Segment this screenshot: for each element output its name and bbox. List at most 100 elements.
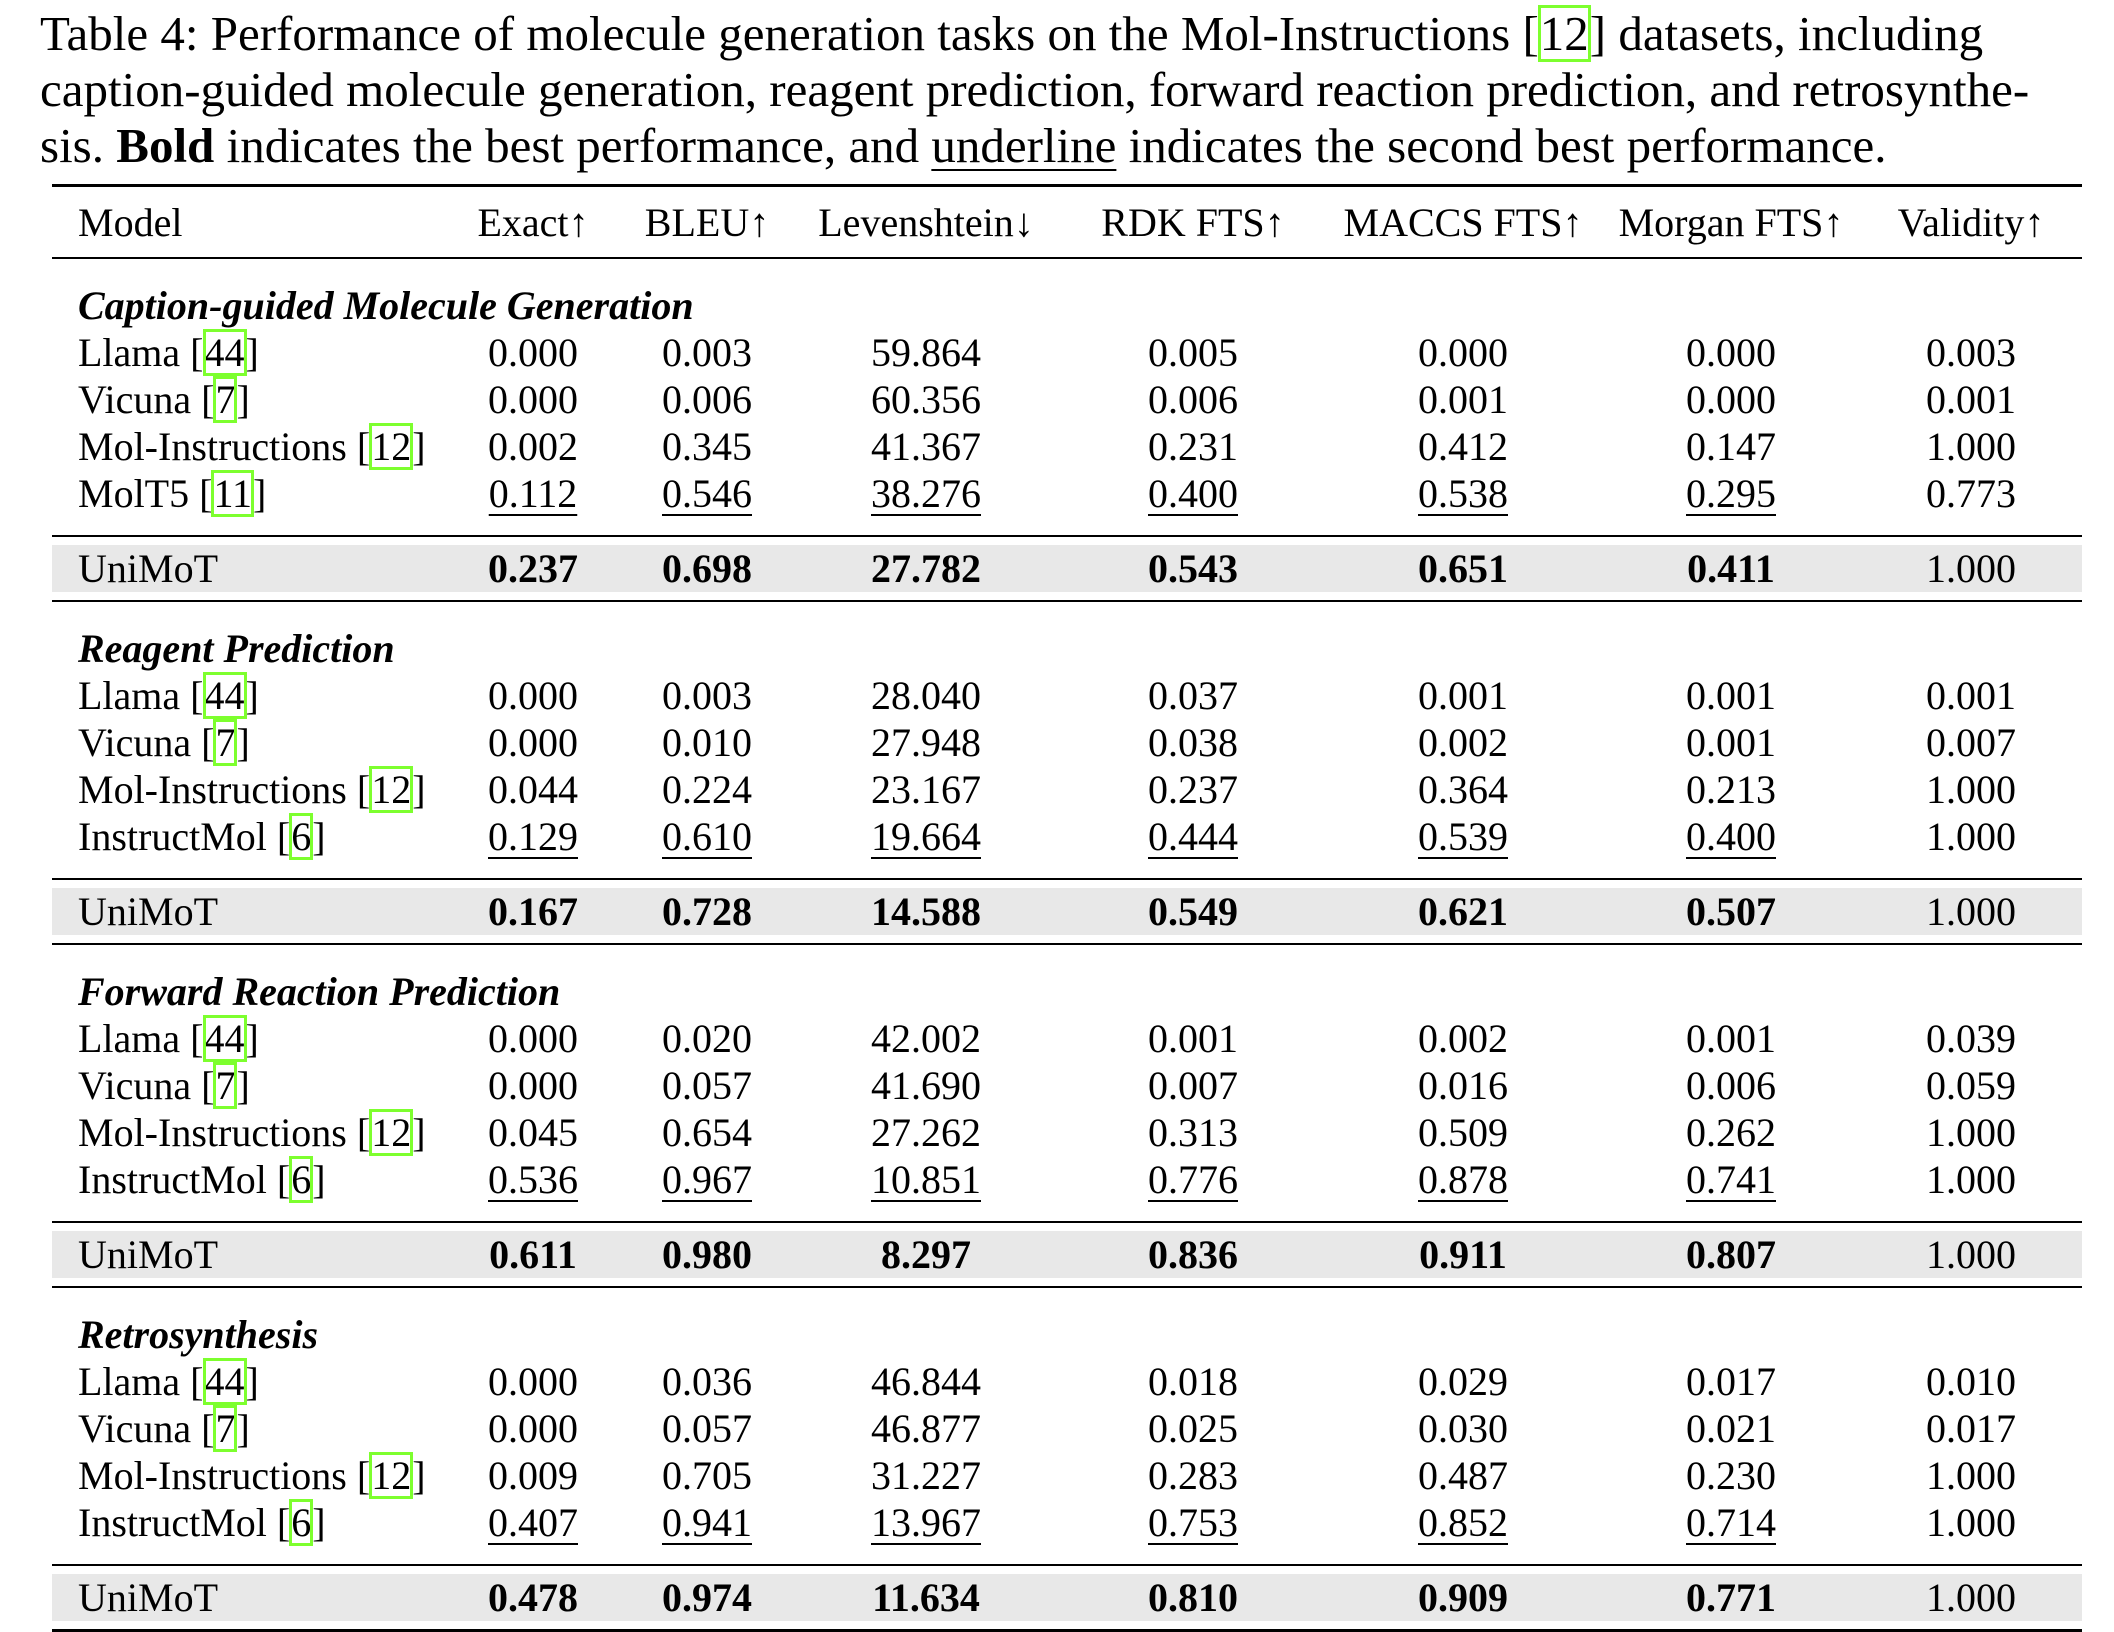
model-name: Llama bbox=[78, 330, 180, 375]
value-text: 0.147 bbox=[1686, 424, 1776, 469]
value-cell: 1.000 bbox=[1860, 888, 2082, 935]
value-text: 0.536 bbox=[488, 1157, 578, 1202]
value-cell: 0.001 bbox=[1062, 1015, 1324, 1062]
citation-link[interactable]: 44 bbox=[204, 1359, 246, 1404]
value-cell: 0.006 bbox=[624, 376, 790, 423]
header-row: Model Exact↑ BLEU↑ Levenshtein↓ RDK FTS↑… bbox=[52, 186, 2082, 259]
value-text: 0.002 bbox=[1418, 1016, 1508, 1061]
table-row: InstructMol [6] 0.536 0.967 10.851 0.776 0.87… bbox=[52, 1156, 2082, 1203]
value-text: 0.313 bbox=[1148, 1110, 1238, 1155]
value-cell: 0.651 bbox=[1324, 545, 1602, 592]
spacer-row bbox=[52, 935, 2082, 944]
value-text: 1.000 bbox=[1926, 814, 2016, 859]
model-cell: Llama [44] bbox=[52, 1358, 442, 1405]
citation-link[interactable]: 12 bbox=[370, 424, 412, 469]
citation-link[interactable]: 7 bbox=[214, 720, 236, 765]
value-cell: 0.941 bbox=[624, 1499, 790, 1546]
value-cell: 0.017 bbox=[1860, 1405, 2082, 1452]
citation-link[interactable]: 44 bbox=[204, 673, 246, 718]
model-cell: Vicuna [7] bbox=[52, 376, 442, 423]
value-text: 0.001 bbox=[1418, 377, 1508, 422]
value-cell: 0.001 bbox=[1860, 376, 2082, 423]
model-cell: Mol-Instructions [12] bbox=[52, 1109, 442, 1156]
citation-open-bracket: [ bbox=[191, 720, 214, 765]
value-cell: 10.851 bbox=[790, 1156, 1062, 1203]
value-cell: 27.262 bbox=[790, 1109, 1062, 1156]
value-cell: 0.005 bbox=[1062, 329, 1324, 376]
value-cell: 0.400 bbox=[1602, 813, 1860, 860]
column-header: Exact↑ bbox=[442, 186, 624, 259]
citation-close-bracket: ] bbox=[412, 1110, 425, 1155]
value-cell: 27.948 bbox=[790, 719, 1062, 766]
citation-link[interactable]: 7 bbox=[214, 377, 236, 422]
model-name: Vicuna bbox=[78, 377, 191, 422]
citation-link[interactable]: 44 bbox=[204, 1016, 246, 1061]
citation-link[interactable]: 44 bbox=[204, 330, 246, 375]
value-cell: 1.000 bbox=[1860, 423, 2082, 470]
table-row: Vicuna [7] 0.000 0.057 46.877 0.025 0.030 0.02… bbox=[52, 1405, 2082, 1452]
model-cell: Llama [44] bbox=[52, 329, 442, 376]
value-cell: 1.000 bbox=[1860, 1231, 2082, 1278]
column-header: RDK FTS↑ bbox=[1062, 186, 1324, 259]
value-cell: 0.714 bbox=[1602, 1499, 1860, 1546]
column-header: Morgan FTS↑ bbox=[1602, 186, 1860, 259]
citation-link[interactable]: 12 bbox=[1539, 6, 1590, 61]
citation-link[interactable]: 7 bbox=[214, 1063, 236, 1108]
value-cell: 0.001 bbox=[1602, 672, 1860, 719]
value-text: 0.909 bbox=[1418, 1575, 1508, 1620]
table-row: Llama [44] 0.000 0.036 46.844 0.018 0.029 0.01… bbox=[52, 1358, 2082, 1405]
value-text: 0.543 bbox=[1148, 546, 1238, 591]
citation-link[interactable]: 6 bbox=[290, 814, 312, 859]
value-text: 0.010 bbox=[662, 720, 752, 765]
value-cell: 0.000 bbox=[442, 1358, 624, 1405]
value-text: 1.000 bbox=[1926, 546, 2016, 591]
citation-link[interactable]: 12 bbox=[370, 1453, 412, 1498]
spacer-row bbox=[52, 879, 2082, 888]
value-text: 1.000 bbox=[1926, 1110, 2016, 1155]
value-cell: 0.000 bbox=[442, 672, 624, 719]
value-text: 0.487 bbox=[1418, 1453, 1508, 1498]
value-text: 0.000 bbox=[488, 330, 578, 375]
table-row: Llama [44] 0.000 0.003 59.864 0.005 0.000 0.00… bbox=[52, 329, 2082, 376]
citation-link[interactable]: 6 bbox=[290, 1500, 312, 1545]
value-cell: 0.412 bbox=[1324, 423, 1602, 470]
model-name: UniMoT bbox=[52, 1574, 442, 1621]
section-header-row: Forward Reaction Prediction bbox=[52, 944, 2082, 1015]
value-text: 0.231 bbox=[1148, 424, 1238, 469]
section-header-row: Caption-guided Molecule Generation bbox=[52, 258, 2082, 329]
value-cell: 0.025 bbox=[1062, 1405, 1324, 1452]
citation-open-bracket: [ bbox=[267, 1157, 290, 1202]
value-cell: 0.030 bbox=[1324, 1405, 1602, 1452]
unimot-row: UniMoT 0.167 0.728 14.588 0.549 0.621 0.507 1.0… bbox=[52, 888, 2082, 935]
results-table: Model Exact↑ BLEU↑ Levenshtein↓ RDK FTS↑… bbox=[52, 184, 2082, 1632]
table-row: Llama [44] 0.000 0.003 28.040 0.037 0.001 0.00… bbox=[52, 672, 2082, 719]
value-text: 0.000 bbox=[1418, 330, 1508, 375]
spacer-cell bbox=[52, 1222, 2082, 1231]
value-cell: 0.411 bbox=[1602, 545, 1860, 592]
value-cell: 0.000 bbox=[442, 1015, 624, 1062]
caption-lead: Table 4: Performance of molecule generat… bbox=[40, 6, 1539, 61]
value-cell: 0.810 bbox=[1062, 1574, 1324, 1621]
spacer-cell bbox=[52, 536, 2082, 545]
table-row: Mol-Instructions [12] 0.044 0.224 23.167 0.2… bbox=[52, 766, 2082, 813]
value-cell: 0.017 bbox=[1602, 1358, 1860, 1405]
value-text: 0.262 bbox=[1686, 1110, 1776, 1155]
citation-link[interactable]: 6 bbox=[290, 1157, 312, 1202]
value-cell: 28.040 bbox=[790, 672, 1062, 719]
value-cell: 0.407 bbox=[442, 1499, 624, 1546]
citation-link[interactable]: 11 bbox=[212, 471, 253, 516]
citation-link[interactable]: 12 bbox=[370, 767, 412, 812]
spacer-row bbox=[52, 1203, 2082, 1222]
table-row: MolT5 [11] 0.112 0.546 38.276 0.400 0.538 0.29… bbox=[52, 470, 2082, 517]
value-cell: 1.000 bbox=[1860, 1499, 2082, 1546]
model-name: UniMoT bbox=[52, 545, 442, 592]
model-name: Vicuna bbox=[78, 1063, 191, 1108]
citation-link[interactable]: 12 bbox=[370, 1110, 412, 1155]
value-text: 0.941 bbox=[662, 1500, 752, 1545]
column-header: Model bbox=[52, 186, 442, 259]
citation-link[interactable]: 7 bbox=[214, 1406, 236, 1451]
value-text: 0.444 bbox=[1148, 814, 1238, 859]
value-text: 0.006 bbox=[1686, 1063, 1776, 1108]
value-cell: 0.000 bbox=[442, 329, 624, 376]
value-text: 0.112 bbox=[489, 471, 578, 516]
